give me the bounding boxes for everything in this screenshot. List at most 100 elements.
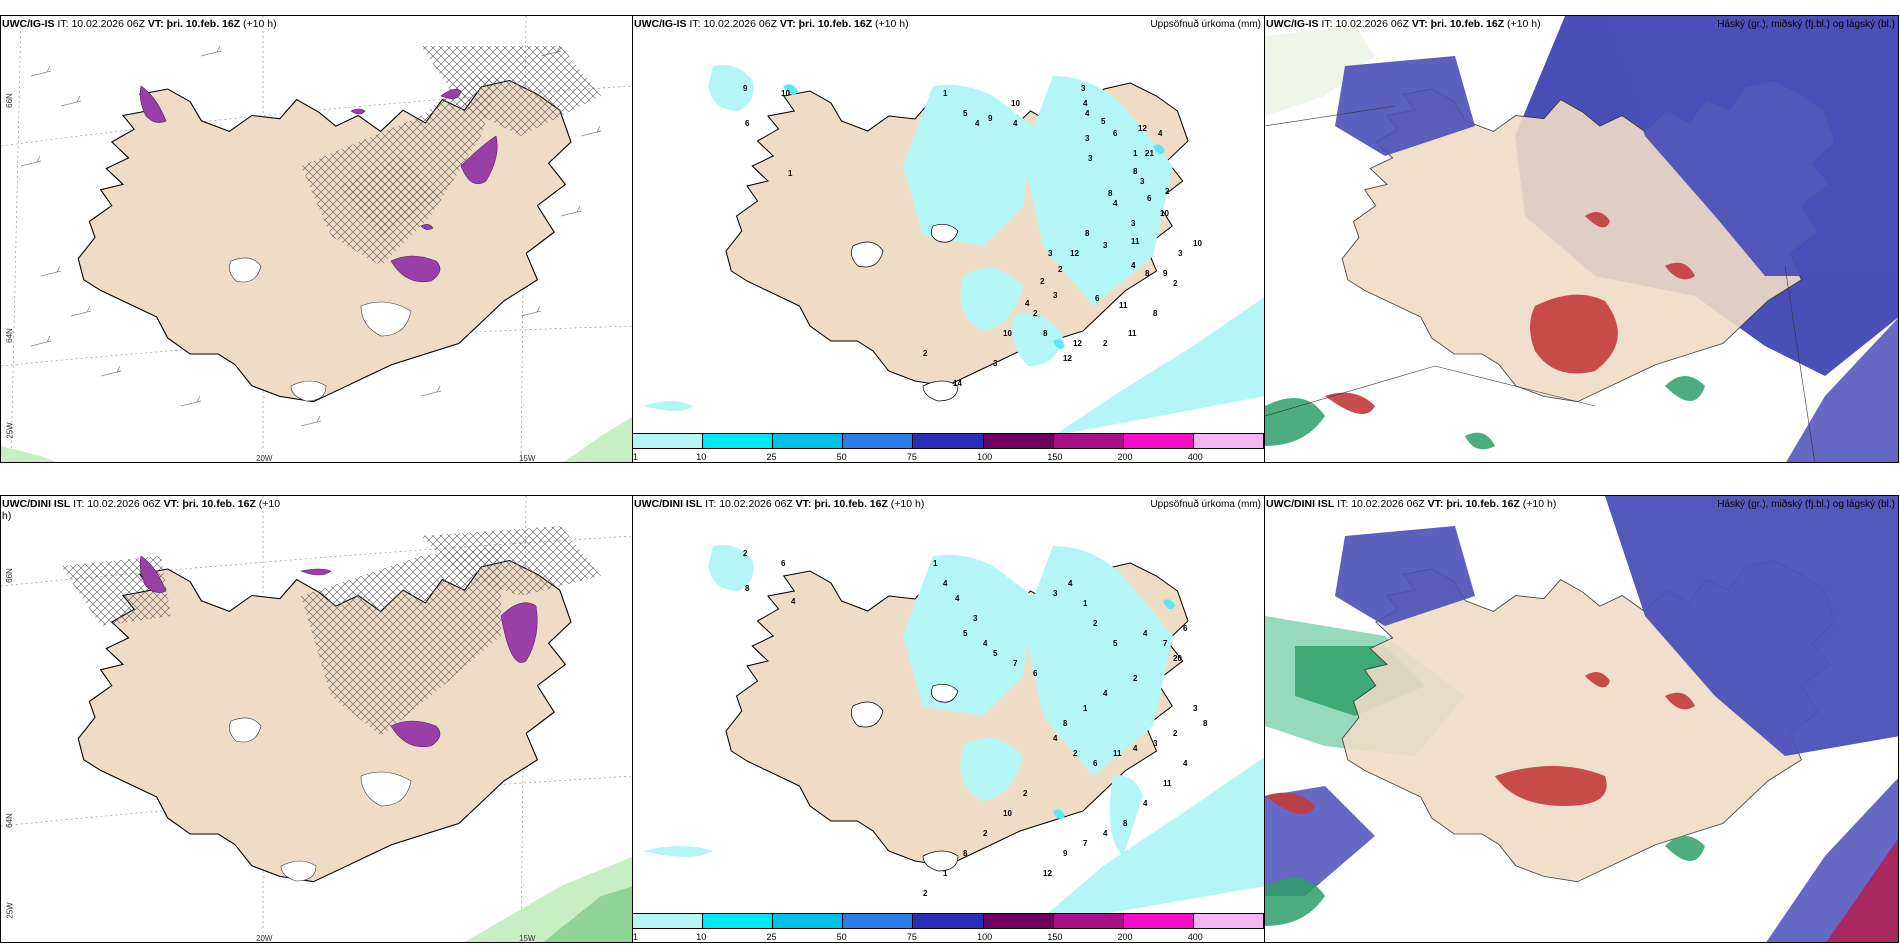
legend-tick-label: 25	[766, 932, 777, 942]
panel-title: UWC/DINI ISL IT: 10.02.2026 06Z VT: þri.…	[634, 498, 925, 510]
precip-value-label: 9	[1063, 849, 1068, 858]
legend-tick-label: 1	[633, 932, 639, 942]
precip-value-label: 4	[1013, 119, 1018, 128]
precip-value-label: 8	[745, 584, 750, 593]
precip-value-label: 10	[1003, 809, 1012, 818]
precip-value-label: 10	[1193, 239, 1202, 248]
precip-value-label: 4	[1131, 261, 1136, 270]
panel-title: UWC/IG-IS IT: 10.02.2026 06Z VT: þri. 10…	[2, 18, 277, 30]
precip-value-label: 3	[973, 614, 978, 623]
precip-value-label: 4	[1025, 299, 1030, 308]
legend-tick-label: 75	[906, 932, 917, 942]
legend-swatch	[983, 434, 1054, 448]
lat-label-66n: 66N	[4, 568, 14, 583]
legend-tick-label: 200	[1117, 452, 1133, 462]
precip-value-label: 12	[1070, 249, 1079, 258]
precip-value-label: 12	[1138, 124, 1147, 133]
precip-value-label: 8	[1123, 819, 1128, 828]
precip-value-label: 3	[1048, 249, 1053, 258]
legend-swatch	[843, 914, 914, 928]
legend-tick-label: 50	[836, 452, 847, 462]
precip-value-label: 12	[1063, 354, 1072, 363]
legend-tick-label: 150	[1047, 452, 1063, 462]
precip-value-label: 21	[1145, 149, 1154, 158]
precip-value-label: 3	[993, 359, 998, 368]
legend-swatch	[913, 434, 984, 448]
precip-value-label: 3	[1085, 134, 1090, 143]
panel-subtitle: Háský (gr.), miðský (fj.bl.) og lágský (…	[1717, 499, 1895, 510]
legend-swatch	[1053, 434, 1124, 448]
legend-swatch	[913, 914, 984, 928]
legend-swatch	[703, 914, 774, 928]
precip-value-label: 8	[1108, 189, 1113, 198]
wind-map	[1, 496, 632, 942]
legend-tick-label: 1	[633, 452, 639, 462]
lat-label-64n: 64N	[4, 328, 14, 343]
legend-swatch	[633, 914, 704, 928]
precip-value-label: 6	[1147, 194, 1152, 203]
precip-map: 9106115491043445634121383214832610114381…	[633, 16, 1264, 462]
precip-value-label: 7	[1163, 639, 1168, 648]
precip-value-label: 14	[953, 379, 962, 388]
precip-value-label: 6	[745, 119, 750, 128]
legend-tick-label: 400	[1187, 452, 1203, 462]
precip-value-label: 4	[1113, 199, 1118, 208]
lat-label-64n: 64N	[4, 813, 14, 828]
precip-value-label: 2	[1073, 749, 1078, 758]
panel-title: UWC/IG-IS IT: 10.02.2026 06Z VT: þri. 10…	[634, 18, 909, 30]
legend-tick-label: 10	[696, 452, 707, 462]
precip-value-label: 2	[743, 549, 748, 558]
precip-value-label: 8	[1063, 719, 1068, 728]
legend-swatch	[1193, 434, 1263, 448]
panel-row1-precip: UWC/IG-IS IT: 10.02.2026 06Z VT: þri. 10…	[632, 15, 1265, 463]
precip-value-label: 2	[923, 349, 928, 358]
panel-row2-precip: UWC/DINI ISL IT: 10.02.2026 06Z VT: þri.…	[632, 495, 1265, 943]
precip-value-label: 1	[943, 89, 948, 98]
precip-value-label: 8	[1153, 309, 1158, 318]
panel-title: UWC/IG-IS IT: 10.02.2026 06Z VT: þri. 10…	[1266, 18, 1541, 30]
precip-value-label: 2	[1133, 674, 1138, 683]
precip-value-label: 7	[1083, 839, 1088, 848]
panel-title: UWC/DINI ISL IT: 10.02.2026 06Z VT: þri.…	[1266, 498, 1557, 510]
precip-value-label: 4	[1085, 109, 1090, 118]
precip-legend-row2: 1 10 25 50 75 100 150 200 400	[632, 913, 1264, 945]
lon-label-25w: 25W	[5, 422, 15, 439]
precip-value-label: 1	[1083, 704, 1088, 713]
legend-swatch	[1123, 434, 1194, 448]
precip-value-label: 4	[1183, 759, 1188, 768]
legend-swatch	[773, 914, 844, 928]
precip-value-label: 3	[1131, 219, 1136, 228]
precip-value-label: 9	[988, 114, 993, 123]
precip-value-label: 11	[1119, 301, 1128, 310]
legend-swatch	[773, 434, 844, 448]
precip-value-label: 5	[963, 109, 968, 118]
precip-value-label: 7	[1013, 659, 1018, 668]
legend-swatch	[1123, 914, 1194, 928]
legend-swatch	[633, 434, 704, 448]
precip-value-label: 2	[1165, 187, 1170, 196]
precip-value-label: 6	[1095, 294, 1100, 303]
precip-value-label: 10	[1160, 209, 1169, 218]
precip-value-label: 10	[781, 89, 790, 98]
precip-value-label: 4	[791, 597, 796, 606]
legend-tick-label: 100	[977, 452, 993, 462]
precip-value-label: 12	[1043, 869, 1052, 878]
precip-value-label: 8	[1203, 719, 1208, 728]
precip-value-label: 3	[1178, 249, 1183, 258]
panel-subtitle: Háský (gr.), miðský (fj.bl.) og lágský (…	[1717, 19, 1895, 30]
precip-value-label: 3	[1103, 241, 1108, 250]
legend-tick-label: 10	[696, 932, 707, 942]
precip-value-label: 1	[1133, 149, 1138, 158]
precip-value-label: 2	[1033, 309, 1038, 318]
legend-tick-label: 100	[977, 932, 993, 942]
precip-value-label: 5	[1113, 639, 1118, 648]
panel-row2-clouds: UWC/DINI ISL IT: 10.02.2026 06Z VT: þri.…	[1264, 495, 1899, 943]
precip-value-label: 3	[1053, 291, 1058, 300]
precip-value-label: 8	[1145, 269, 1150, 278]
lon-label-15w: 15W	[519, 454, 536, 463]
precip-value-label: 20	[1173, 654, 1182, 663]
lon-label-25w: 25W	[5, 902, 15, 919]
precip-value-label: 4	[1083, 99, 1088, 108]
panel-row2-wind: UWC/DINI ISL IT: 10.02.2026 06Z VT: þri.…	[0, 495, 633, 943]
precip-value-label: 8	[1043, 329, 1048, 338]
